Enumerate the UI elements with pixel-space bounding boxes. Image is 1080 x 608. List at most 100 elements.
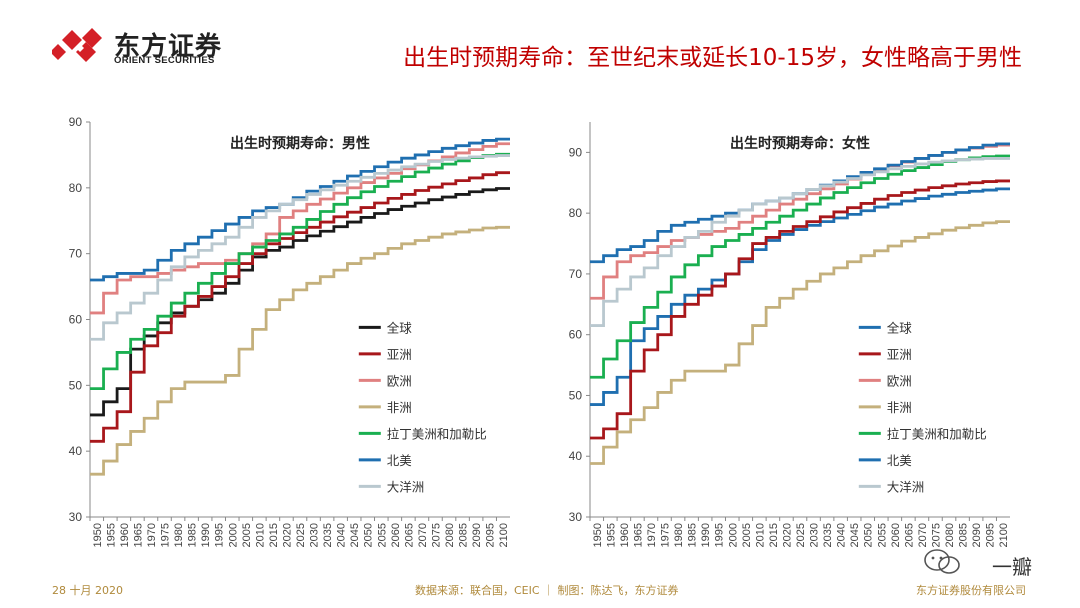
x-tick-label: 1980 [673,523,685,547]
x-tick-label: 2045 [349,523,361,547]
x-tick-label: 2010 [254,523,266,547]
x-tick-label: 2000 [727,523,739,547]
x-tick-label: 1975 [660,523,672,547]
x-tick-label: 2090 [971,523,983,547]
x-tick-label: 2040 [836,523,848,547]
x-tick-label: 2040 [336,523,348,547]
logo-cn-text: 东方证券 [114,32,223,62]
footer-date: 28 十月 2020 [52,584,123,597]
logo-en-text: ORIENT SECURITIES [114,55,215,66]
x-tick-label: 2020 [281,523,293,547]
x-tick-label: 2010 [754,523,766,547]
y-tick-label: 90 [69,115,83,129]
x-tick-label: 2060 [390,523,402,547]
x-tick-label: 1985 [687,523,699,547]
legend-label: 欧洲 [887,373,912,388]
y-tick-label: 70 [569,267,583,281]
x-tick-label: 2075 [930,523,942,547]
x-tick-label: 1995 [214,523,226,547]
legend-label: 亚洲 [887,347,912,362]
legend-label: 亚洲 [387,347,412,362]
x-tick-label: 1950 [592,523,604,547]
x-tick-label: 2005 [741,523,753,547]
x-tick-label: 1950 [92,523,104,547]
series-line-0 [590,187,1010,406]
x-tick-label: 2015 [268,523,280,547]
y-tick-label: 70 [69,247,83,261]
footer-source: 数据来源：联合国，CEIC ｜ 制图：陈达飞，东方证券 [415,584,679,597]
x-tick-label: 2045 [849,523,861,547]
chart-title: 出生时预期寿命：男性 [230,135,370,152]
wechat-icon [924,549,960,574]
footer-company: 东方证券股份有限公司 [916,584,1026,597]
y-tick-label: 60 [569,328,583,342]
x-tick-label: 2035 [822,523,834,547]
x-tick-label: 2085 [958,523,970,547]
legend-label: 拉丁美洲和加勒比 [387,426,487,441]
x-tick-label: 2065 [903,523,915,547]
y-tick-label: 30 [69,510,83,524]
x-tick-label: 2095 [985,523,997,547]
x-tick-label: 1970 [646,523,658,547]
legend-label: 全球 [387,320,413,335]
x-tick-label: 2065 [403,523,415,547]
legend-label: 大洋洲 [387,479,425,494]
watermark [922,545,1052,577]
y-tick-label: 40 [569,449,583,463]
x-tick-label: 1960 [119,523,131,547]
chart-title: 出生时预期寿命：女性 [730,135,870,152]
legend-label: 欧洲 [387,373,412,388]
x-tick-label: 1955 [105,523,117,547]
page-title: 出生时预期寿命：至世纪末或延长10-15岁，女性略高于男性 [403,45,1022,71]
x-tick-label: 2100 [998,523,1010,547]
series-line-1 [590,179,1010,440]
x-tick-label: 1995 [714,523,726,547]
x-tick-label: 1970 [146,523,158,547]
legend-label: 北美 [887,453,912,468]
x-tick-label: 2050 [363,523,375,547]
y-tick-label: 30 [569,510,583,524]
x-tick-label: 1980 [173,523,185,547]
x-tick-label: 2030 [809,523,821,547]
x-tick-label: 2020 [781,523,793,547]
x-tick-label: 2080 [444,523,456,547]
series-line-1 [90,171,510,443]
y-tick-label: 80 [69,181,83,195]
x-tick-label: 2075 [430,523,442,547]
series-line-0 [90,187,510,417]
x-tick-label: 1965 [632,523,644,547]
y-tick-label: 50 [69,378,83,392]
y-tick-label: 40 [69,444,83,458]
x-tick-label: 2080 [944,523,956,547]
legend-label: 非洲 [387,400,412,415]
logo-emblem-icon [52,28,102,62]
x-tick-label: 2025 [295,523,307,547]
y-tick-label: 60 [69,313,83,327]
legend-label: 大洋洲 [887,479,925,494]
y-tick-label: 90 [569,145,583,159]
x-tick-label: 1975 [160,523,172,547]
series-line-3 [590,220,1010,465]
x-tick-label: 1955 [605,523,617,547]
series-line-6 [590,157,1010,327]
x-tick-label: 2000 [227,523,239,547]
x-tick-label: 1965 [132,523,144,547]
x-tick-label: 2060 [890,523,902,547]
x-tick-label: 2090 [471,523,483,547]
series-line-2 [590,143,1010,300]
x-tick-label: 2070 [917,523,929,547]
x-tick-label: 1990 [700,523,712,547]
x-tick-label: 2070 [417,523,429,547]
x-tick-label: 1990 [200,523,212,547]
x-tick-label: 2025 [795,523,807,547]
x-tick-label: 2085 [458,523,470,547]
x-tick-label: 2050 [863,523,875,547]
x-tick-label: 2055 [376,523,388,547]
x-tick-label: 2005 [241,523,253,547]
x-tick-label: 2015 [768,523,780,547]
series-line-3 [90,225,510,476]
x-tick-label: 2095 [485,523,497,547]
legend-label: 北美 [387,453,412,468]
